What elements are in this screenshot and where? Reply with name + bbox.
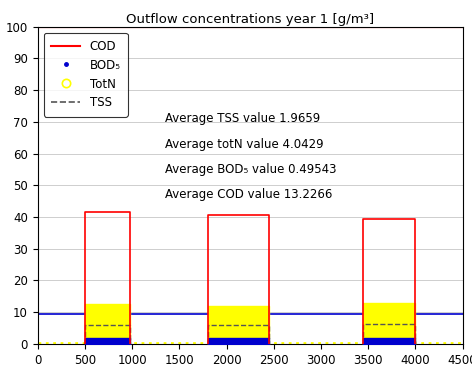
Title: Outflow concentrations year 1 [g/m³]: Outflow concentrations year 1 [g/m³] [126,13,374,26]
Text: Average TSS value 1.9659: Average TSS value 1.9659 [165,112,320,125]
Text: Average totN value 4.0429: Average totN value 4.0429 [165,138,324,151]
Legend: COD, BOD₅, TotN, TSS: COD, BOD₅, TotN, TSS [44,32,128,117]
Text: Average BOD₅ value 0.49543: Average BOD₅ value 0.49543 [165,163,337,176]
Text: Average COD value 13.2266: Average COD value 13.2266 [165,188,333,201]
